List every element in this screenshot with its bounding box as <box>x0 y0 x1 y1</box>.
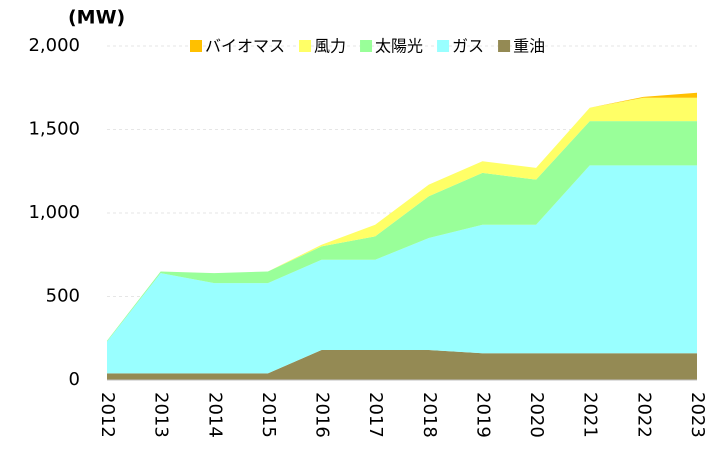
x-tick-label: 2021 <box>580 392 601 438</box>
y-axis-label: (MW) <box>68 7 125 29</box>
legend-label: ガス <box>452 37 484 56</box>
x-tick-label: 2019 <box>472 392 493 438</box>
legend-label: バイオマス <box>205 37 285 56</box>
x-tick-label: 2015 <box>258 392 279 438</box>
x-tick-label: 2020 <box>526 392 547 438</box>
area <box>107 165 697 374</box>
y-tick-label: 2,000 <box>28 35 80 56</box>
y-tick-label: 500 <box>46 286 80 307</box>
x-tick-label: 2016 <box>312 392 333 438</box>
legend-label: 風力 <box>314 37 346 56</box>
x-tick-label: 2018 <box>419 392 440 438</box>
y-tick-label: 1,000 <box>28 202 80 223</box>
x-tick-label: 2022 <box>633 392 654 438</box>
x-tick-label: 2023 <box>687 392 708 438</box>
legend-swatch <box>190 40 202 52</box>
area <box>107 97 697 341</box>
legend-label: 重油 <box>513 37 545 56</box>
y-tick-label: 0 <box>69 369 80 390</box>
x-tick-label: 2012 <box>97 392 118 438</box>
area <box>107 121 697 342</box>
legend-swatch <box>437 40 450 52</box>
legend-swatch <box>498 40 511 52</box>
legend-swatch <box>299 40 312 52</box>
area <box>107 349 697 380</box>
legend-swatch <box>360 40 373 52</box>
legend-label: 太陽光 <box>375 37 423 56</box>
x-tick-label: 2017 <box>365 392 386 438</box>
x-tick-label: 2013 <box>151 392 172 438</box>
y-tick-label: 1,500 <box>28 119 80 140</box>
x-tick-label: 2014 <box>204 392 225 438</box>
